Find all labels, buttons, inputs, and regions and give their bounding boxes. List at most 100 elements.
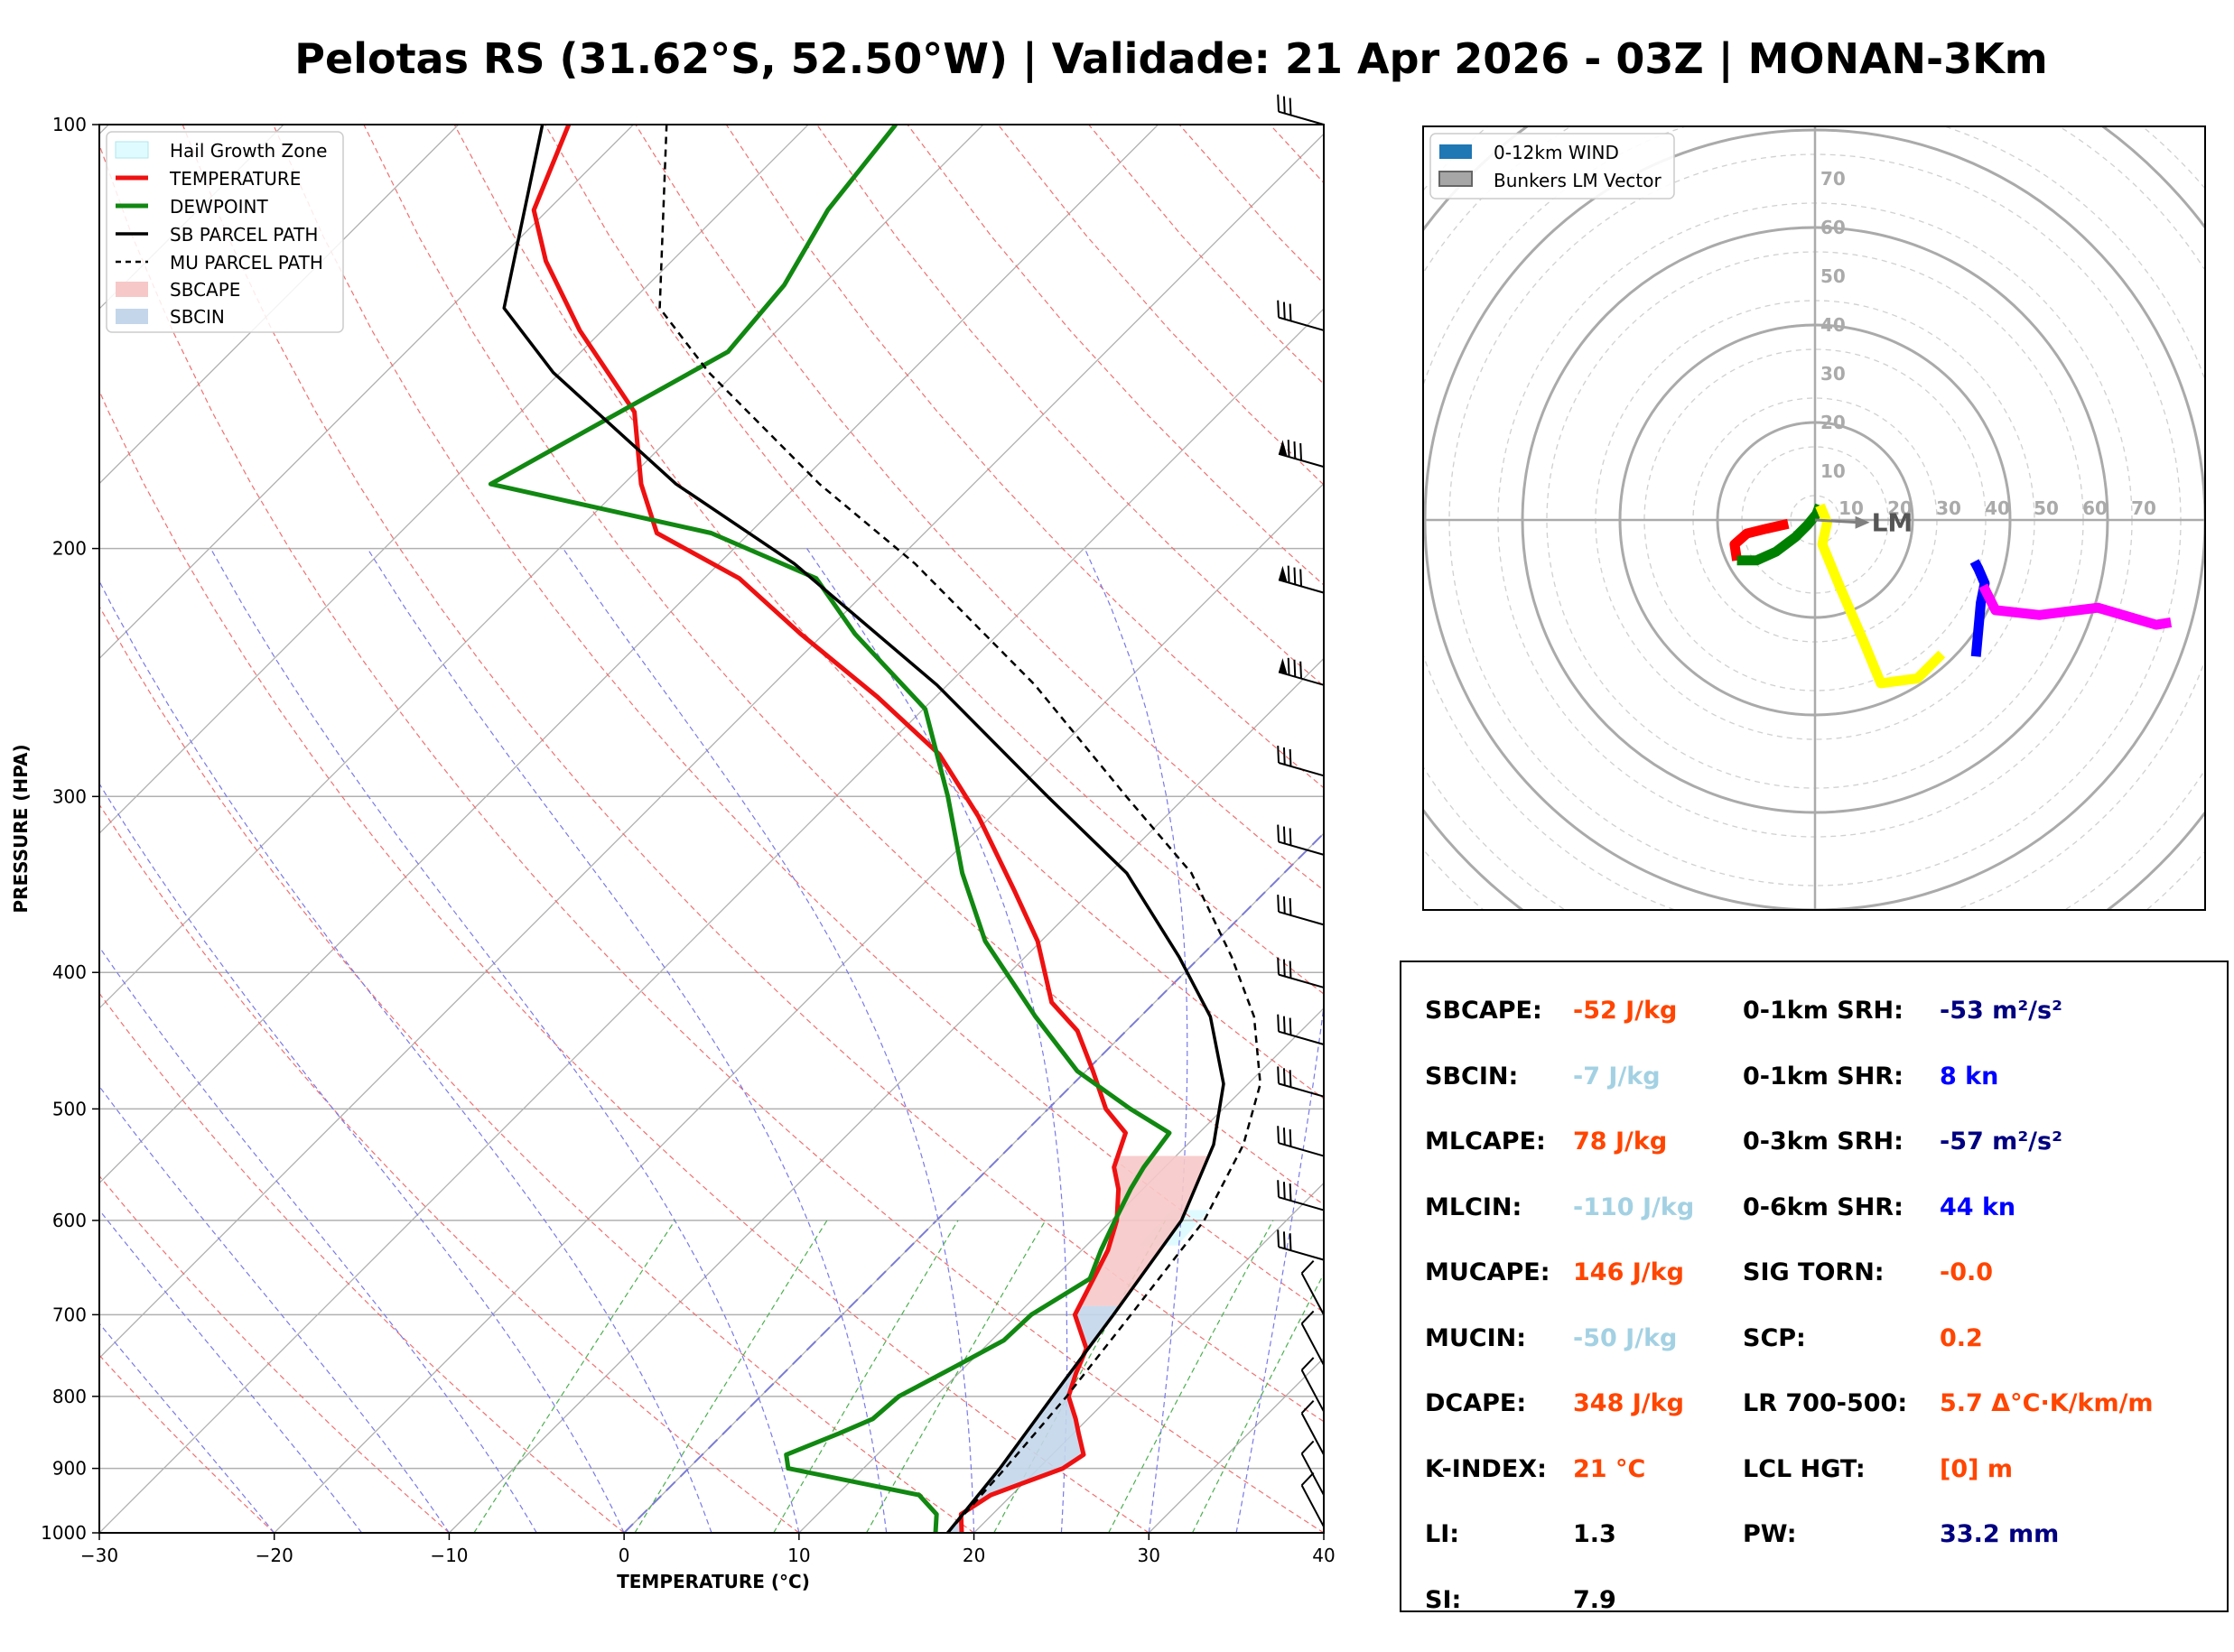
y-tick-label: 1000 bbox=[41, 1522, 87, 1544]
dry-adiabat bbox=[545, 125, 1324, 995]
isotherm bbox=[99, 125, 634, 660]
moist-adiabat bbox=[99, 1323, 275, 1533]
isotherm bbox=[99, 133, 1324, 1360]
isotherm bbox=[973, 1182, 1324, 1533]
mu-parcel-line bbox=[658, 125, 1261, 1533]
dry-adiabat bbox=[99, 143, 1324, 1533]
mixing-ratio-line bbox=[773, 1220, 959, 1533]
param-label: 0-3km SRH: bbox=[1743, 1128, 1904, 1155]
x-tick-label: −10 bbox=[430, 1545, 468, 1566]
moist-adiabat bbox=[806, 548, 1068, 1533]
dry-adiabat bbox=[99, 803, 800, 1533]
moist-adiabat bbox=[99, 580, 712, 1533]
mixing-ratio-line bbox=[1191, 1272, 1324, 1533]
x-tick-label: 20 bbox=[963, 1545, 985, 1566]
x-tick-label: 30 bbox=[1138, 1545, 1160, 1566]
param-value: 146 J/kg bbox=[1573, 1258, 1684, 1286]
legend-hail-swatch bbox=[115, 141, 149, 159]
wind-barb bbox=[1300, 1310, 1325, 1366]
param-label: PW: bbox=[1743, 1520, 1797, 1548]
y-tick-label: 300 bbox=[52, 785, 87, 807]
moist-adiabat bbox=[99, 1209, 363, 1533]
param-value: [0] m bbox=[1940, 1454, 2013, 1483]
wind-barb bbox=[1300, 1260, 1325, 1315]
param-value: -110 J/kg bbox=[1573, 1193, 1695, 1221]
sb-parcel-line bbox=[502, 125, 1225, 1533]
wind-barb bbox=[1278, 565, 1325, 594]
param-value: 5.7 Δ°C·K/km/m bbox=[1940, 1389, 2154, 1417]
x-tick-label: −20 bbox=[256, 1545, 293, 1566]
mixing-ratio-line bbox=[634, 1220, 828, 1533]
wind-barb bbox=[1277, 1230, 1325, 1261]
chart-title: Pelotas RS (31.62°S, 52.50°W) | Validade… bbox=[294, 34, 2048, 83]
wind-barb bbox=[1278, 440, 1325, 469]
y-tick-label: 400 bbox=[52, 961, 87, 983]
wind-barb bbox=[1300, 1471, 1325, 1527]
wind-barb bbox=[1277, 94, 1325, 125]
wind-barb bbox=[1277, 1180, 1325, 1211]
wind-barb bbox=[1277, 895, 1325, 926]
legend-sb-label: SB PARCEL PATH bbox=[170, 224, 318, 246]
param-label: LR 700-500: bbox=[1743, 1389, 1908, 1417]
wind-barb bbox=[1277, 1126, 1325, 1157]
param-value: -0.0 bbox=[1940, 1258, 1994, 1286]
dry-adiabat bbox=[99, 992, 625, 1533]
param-label: 0-1km SHR: bbox=[1743, 1062, 1904, 1091]
param-value: 78 J/kg bbox=[1573, 1128, 1668, 1155]
param-label: MLCAPE: bbox=[1425, 1128, 1546, 1155]
wind-barb bbox=[1277, 300, 1325, 331]
y-tick-label: 100 bbox=[52, 114, 87, 135]
skewt-legend: Hail Growth Zone TEMPERATURE DEWPOINT SB… bbox=[106, 131, 344, 333]
moist-adiabat bbox=[563, 548, 975, 1533]
param-label: LI: bbox=[1425, 1520, 1460, 1548]
wind-barb bbox=[1277, 824, 1325, 856]
moist-adiabat bbox=[367, 548, 888, 1533]
param-value: 8 kn bbox=[1940, 1062, 1999, 1091]
wind-barb bbox=[1300, 1400, 1325, 1455]
y-tick-label: 600 bbox=[52, 1210, 87, 1231]
param-value: 33.2 mm bbox=[1940, 1520, 2060, 1548]
moist-adiabat bbox=[99, 782, 625, 1533]
dry-adiabat bbox=[635, 125, 1324, 892]
legend-cape-label: SBCAPE bbox=[170, 279, 240, 301]
param-value: -52 J/kg bbox=[1573, 997, 1678, 1025]
y-tick-label: 900 bbox=[52, 1458, 87, 1480]
y-tick-label: 800 bbox=[52, 1386, 87, 1407]
param-label: LCL HGT: bbox=[1743, 1454, 1866, 1483]
param-value: -53 m²/s² bbox=[1940, 997, 2062, 1025]
param-value: 1.3 bbox=[1573, 1520, 1616, 1548]
param-label: MLCIN: bbox=[1425, 1193, 1522, 1221]
param-value: 21 °C bbox=[1573, 1454, 1646, 1483]
param-label: DCAPE: bbox=[1425, 1389, 1527, 1417]
wind-barb bbox=[1277, 957, 1325, 988]
wind-barb bbox=[1277, 1066, 1325, 1098]
dry-adiabat bbox=[99, 389, 1150, 1533]
moist-adiabat bbox=[209, 548, 800, 1533]
mixing-ratio-line bbox=[1108, 1220, 1274, 1533]
y-tick-label: 200 bbox=[52, 538, 87, 560]
param-value: 348 J/kg bbox=[1573, 1389, 1684, 1417]
legend-temp-label: TEMPERATURE bbox=[169, 168, 301, 190]
legend-mu-label: MU PARCEL PATH bbox=[170, 252, 323, 274]
y-tick-label: 500 bbox=[52, 1098, 87, 1119]
param-label: K-INDEX: bbox=[1425, 1454, 1547, 1483]
x-tick-label: 10 bbox=[787, 1545, 810, 1566]
wind-barb bbox=[1278, 657, 1325, 686]
x-tick-label: 40 bbox=[1312, 1545, 1335, 1566]
param-label: SBCIN: bbox=[1425, 1062, 1519, 1091]
param-label: SIG TORN: bbox=[1743, 1258, 1885, 1286]
param-label: MUCAPE: bbox=[1425, 1258, 1550, 1286]
isotherm bbox=[99, 125, 460, 485]
param-label: SI: bbox=[1425, 1585, 1462, 1614]
param-label: SCP: bbox=[1743, 1323, 1806, 1352]
param-value: 0.2 bbox=[1940, 1323, 1983, 1352]
isotherm bbox=[99, 125, 809, 835]
x-axis-title: TEMPERATURE (°C) bbox=[617, 1571, 810, 1592]
isotherm bbox=[798, 1007, 1324, 1533]
y-tick-label: 700 bbox=[52, 1304, 87, 1325]
isotherm bbox=[99, 125, 1159, 1184]
dry-adiabat bbox=[99, 1354, 275, 1533]
isotherm bbox=[99, 308, 1324, 1533]
param-value: -50 J/kg bbox=[1573, 1323, 1678, 1352]
